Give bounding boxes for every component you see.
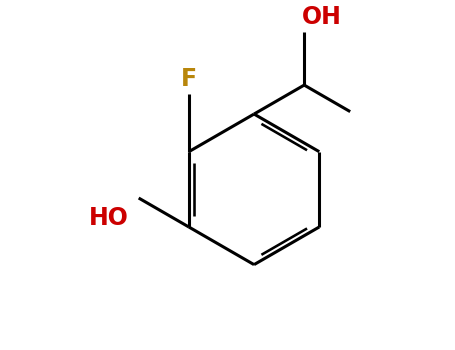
Text: HO: HO bbox=[89, 206, 129, 230]
Text: OH: OH bbox=[302, 5, 342, 29]
Text: F: F bbox=[181, 67, 197, 91]
